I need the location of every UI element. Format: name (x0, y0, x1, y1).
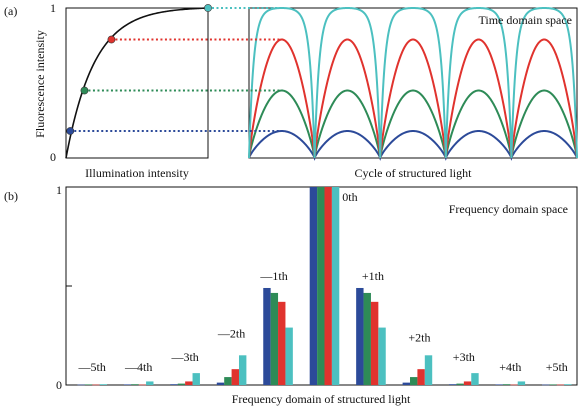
bar-label-5: 0th (342, 190, 357, 204)
bar-blue-9 (495, 384, 503, 386)
bar-label-6: +1th (362, 269, 384, 283)
bar-label-4: —1th (259, 269, 287, 283)
bar-label-3: —2th (217, 326, 245, 340)
bar-blue-5 (309, 187, 318, 385)
bar-blue-2 (170, 384, 178, 385)
bar-green-0 (84, 384, 93, 386)
bar-green-8 (456, 383, 464, 385)
bar-green-9 (502, 384, 511, 385)
bar-label-8: +3th (453, 350, 475, 364)
bar-label-9: +4th (499, 360, 521, 374)
left-plot-frame (65, 7, 209, 159)
bar-blue-6 (356, 287, 364, 385)
right-plot-frame (248, 7, 578, 159)
bar-blue-8 (449, 384, 457, 385)
bar-cyan-4 (285, 327, 293, 385)
bar-label-7: +2th (408, 330, 430, 344)
bar-label-10: +5th (546, 360, 568, 374)
marker-green (80, 86, 89, 95)
bar-green-1 (131, 384, 139, 385)
bar-cyan-5 (331, 187, 340, 385)
bar-green-2 (177, 383, 186, 385)
time-domain-title: Time domain space (478, 13, 572, 27)
wave-blue (248, 129, 578, 161)
frequency-domain-title: Frequency domain space (449, 202, 568, 216)
bar-green-3 (224, 377, 232, 385)
bar-blue-7 (402, 382, 411, 385)
right-xlabel: Cycle of structured light (355, 166, 473, 180)
wave-red (248, 38, 578, 159)
bar-blue-0 (77, 384, 85, 386)
left-markers (66, 4, 212, 135)
bar-red-10 (556, 384, 565, 386)
bar-red-3 (231, 369, 239, 385)
bar-ytick-bottom: 0 (56, 378, 62, 392)
bar-label-0: —5th (78, 360, 106, 374)
bar-blue-4 (263, 287, 271, 385)
bar-red-7 (417, 369, 425, 385)
bar-red-1 (138, 384, 147, 386)
bar-red-6 (370, 301, 379, 385)
left-xlabel: Illumination intensity (85, 166, 189, 180)
bar-green-7 (410, 377, 418, 385)
bar-cyan-3 (238, 355, 247, 385)
left-ytick-bottom: 0 (50, 150, 56, 164)
bar-red-2 (185, 381, 193, 385)
marker-red (107, 35, 116, 44)
left-ylabel: Fluorescence intensity (33, 30, 47, 138)
wave-series (248, 7, 578, 161)
bar-cyan-2 (192, 373, 200, 385)
bar-xlabel: Frequency domain of structured light (232, 392, 411, 406)
panel-a-right: Time domain space Cycle of structured li… (248, 7, 578, 180)
panel-label-a: (a) (4, 4, 17, 18)
bar-red-9 (510, 384, 518, 386)
bar-ytick-top: 1 (56, 183, 62, 197)
bar-cyan-6 (378, 327, 386, 385)
bar-blue-3 (216, 382, 225, 385)
bar-cyan-10 (564, 384, 572, 385)
bar-red-8 (463, 381, 472, 385)
bar-green-5 (317, 187, 325, 385)
bar-blue-10 (541, 384, 550, 386)
bar-green-10 (549, 384, 557, 386)
panel-label-b: (b) (4, 189, 18, 203)
bar-cyan-9 (517, 381, 526, 385)
wave-green (248, 89, 578, 159)
bar-green-6 (363, 292, 371, 385)
marker-cyan (204, 4, 212, 12)
bars (77, 187, 572, 386)
bar-cyan-8 (471, 373, 479, 385)
bar-red-0 (92, 384, 100, 386)
bar-label-2: —3th (170, 350, 198, 364)
bar-red-5 (324, 187, 332, 385)
panel-b: (b) 1 0 —5th —4th —3th —2th —1th 0th +1th +2th +… (4, 183, 578, 406)
panel-a-left: (a) Fluorescence intensity 1 0 Illuminat… (4, 1, 212, 180)
bar-cyan-0 (99, 384, 108, 385)
dotted-connectors (74, 7, 283, 132)
bar-blue-1 (123, 384, 132, 386)
bar-labels: —5th —4th —3th —2th —1th 0th +1th +2th +3th +4th +… (78, 190, 568, 374)
wave-cyan (248, 7, 578, 159)
bar-cyan-7 (424, 355, 433, 385)
bar-green-4 (270, 292, 279, 385)
marker-blue (66, 127, 75, 135)
bar-red-4 (278, 301, 286, 385)
left-ytick-top: 1 (50, 1, 56, 15)
saturation-curve (65, 7, 209, 159)
bar-cyan-1 (146, 381, 154, 385)
bar-label-1: —4th (124, 360, 152, 374)
